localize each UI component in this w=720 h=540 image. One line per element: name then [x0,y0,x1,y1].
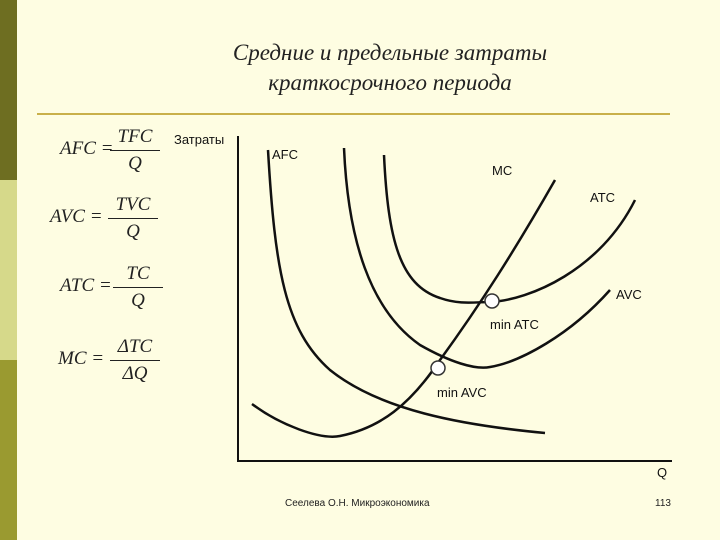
slide-title-line1: Средние и предельные затраты [232,40,548,65]
formula-atc-lhs: ATC = [60,275,112,296]
formula-atc-numerator: TC [126,263,150,284]
fraction-bar [108,218,158,219]
formula-afc-fraction: TFC Q [110,126,160,175]
afc-curve [266,149,546,435]
formula-mc-numerator: ΔTC [117,336,153,357]
formula-avc-lhs: AVC = [50,206,103,227]
formula-avc-fraction: TVC Q [108,194,158,243]
min-avc-point [430,360,446,376]
formula-mc-lhs: MC = [58,348,105,369]
footer-author: Сеелева О.Н. Микроэкономика [285,498,430,509]
min-avc-label: min AVC [437,385,487,400]
formula-avc-numerator: TVC [115,194,151,215]
avc-label: AVC [616,287,642,302]
fraction-bar [110,150,160,151]
mc-curve [251,179,557,438]
slide-title-line2: краткосрочного периода [268,70,512,95]
formula-atc-denominator: Q [131,290,145,311]
sidebar-block-mid [0,360,17,540]
x-axis-label: Q [657,465,668,480]
avc-curve [342,147,611,369]
sidebar-block-dark [0,0,17,180]
sidebar-block-light [0,180,17,360]
formula-afc-denominator: Q [128,153,142,174]
min-atc-point [484,293,500,309]
formula-afc-lhs: AFC = [60,138,114,159]
mc-label: MC [492,163,513,178]
fraction-bar [113,287,163,288]
sidebar-stripe [0,0,17,540]
formula-atc-fraction: TC Q [113,263,163,312]
formula-avc-denominator: Q [126,221,140,242]
formula-afc-numerator: TFC [117,126,153,147]
formula-mc-denominator: ΔQ [122,363,148,384]
formula-mc-fraction: ΔTC ΔQ [110,336,160,385]
min-atc-label: min ATC [490,317,539,332]
afc-label: AFC [272,147,298,162]
page-number: 113 [655,498,671,509]
title-divider [37,113,670,115]
y-axis-label: Затраты [174,132,225,147]
atc-label: ATC [590,190,616,205]
fraction-bar [110,360,160,361]
atc-curve [382,154,637,304]
